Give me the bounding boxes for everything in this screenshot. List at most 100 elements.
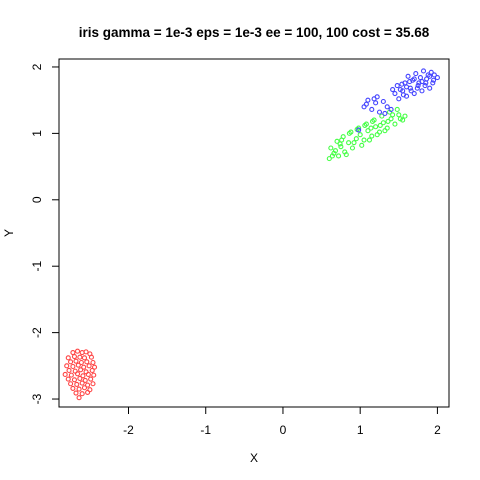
- data-point: [70, 385, 76, 391]
- data-point: [369, 133, 375, 139]
- data-point: [338, 144, 344, 150]
- data-point: [79, 380, 85, 386]
- y-tick-label: 2: [30, 63, 44, 70]
- data-point: [77, 375, 83, 381]
- x-tick-label: 2: [434, 423, 441, 437]
- data-point: [68, 381, 74, 387]
- data-point: [70, 349, 76, 356]
- data-point: [90, 359, 96, 366]
- data-point: [88, 354, 94, 360]
- data-point: [326, 156, 332, 162]
- data-point: [70, 363, 76, 370]
- data-point: [68, 359, 74, 365]
- data-point: [369, 106, 375, 113]
- data-point: [73, 358, 79, 364]
- data-point: [75, 362, 81, 368]
- data-point: [414, 85, 420, 91]
- data-point: [413, 71, 419, 77]
- data-point: [365, 128, 371, 134]
- data-point: [430, 80, 436, 86]
- data-point: [334, 138, 340, 144]
- data-point: [420, 68, 427, 74]
- data-point: [81, 364, 87, 370]
- data-point: [392, 90, 398, 97]
- data-point: [88, 376, 94, 382]
- data-point: [361, 137, 367, 143]
- data-point: [343, 152, 349, 158]
- y-tick-label: -3: [30, 393, 44, 404]
- data-point: [422, 83, 428, 89]
- data-point: [407, 79, 413, 85]
- data-point: [382, 110, 388, 117]
- data-point: [390, 86, 396, 93]
- data-point: [73, 390, 79, 396]
- data-point: [380, 98, 386, 105]
- data-point: [83, 349, 89, 355]
- data-point: [81, 385, 88, 391]
- plot-frame: [58, 58, 450, 408]
- data-point: [411, 76, 417, 82]
- data-point: [396, 96, 402, 102]
- data-point: [388, 106, 394, 113]
- y-axis: -3 -2 -1 0 1 2: [30, 63, 59, 404]
- data-point: [394, 83, 400, 89]
- data-point: [65, 376, 71, 382]
- data-point: [84, 359, 90, 365]
- data-point: [81, 355, 88, 361]
- data-point: [346, 140, 352, 146]
- y-axis-label: Y: [2, 229, 16, 237]
- data-point: [66, 367, 72, 374]
- data-point: [74, 381, 80, 387]
- data-point: [385, 118, 391, 124]
- data-point: [399, 81, 405, 87]
- data-point: [353, 136, 359, 142]
- y-tick-label: -1: [30, 261, 44, 272]
- data-point: [368, 125, 374, 131]
- data-point: [89, 367, 95, 374]
- data-point: [419, 79, 425, 85]
- data-point: [405, 73, 411, 79]
- data-point: [356, 127, 362, 133]
- x-tick-label: 1: [357, 423, 364, 437]
- data-point: [366, 137, 373, 143]
- data-point: [64, 363, 70, 369]
- data-point: [76, 386, 82, 392]
- data-point: [328, 145, 334, 151]
- data-point: [78, 367, 84, 373]
- y-tick-label: -2: [30, 327, 44, 338]
- data-point: [365, 97, 371, 103]
- data-point: [78, 359, 84, 366]
- data-point: [402, 113, 408, 119]
- data-point: [427, 85, 433, 91]
- data-point: [91, 364, 98, 370]
- data-point: [397, 86, 403, 93]
- data-point: [85, 382, 91, 388]
- data-point: [362, 122, 368, 128]
- data-point: [359, 142, 365, 148]
- data-point: [76, 395, 82, 401]
- data-point: [357, 132, 363, 138]
- data-point: [332, 148, 339, 154]
- data-point: [77, 354, 83, 360]
- data-point: [369, 118, 376, 124]
- data-point: [431, 77, 437, 83]
- data-point: [349, 145, 356, 151]
- data-point: [79, 391, 85, 397]
- x-tick-label: -1: [200, 423, 211, 437]
- data-point: [379, 113, 385, 119]
- data-point: [91, 372, 97, 378]
- data-point: [71, 353, 77, 360]
- points-layer: [62, 68, 440, 401]
- data-point: [68, 372, 74, 378]
- data-point: [82, 377, 88, 383]
- x-tick-label: 0: [280, 423, 287, 437]
- data-point: [424, 76, 430, 82]
- data-point: [74, 371, 81, 377]
- data-point: [346, 130, 352, 136]
- data-point: [85, 371, 91, 378]
- data-point: [394, 106, 400, 113]
- data-point: [329, 153, 335, 159]
- data-point: [392, 121, 398, 127]
- data-point: [397, 116, 403, 122]
